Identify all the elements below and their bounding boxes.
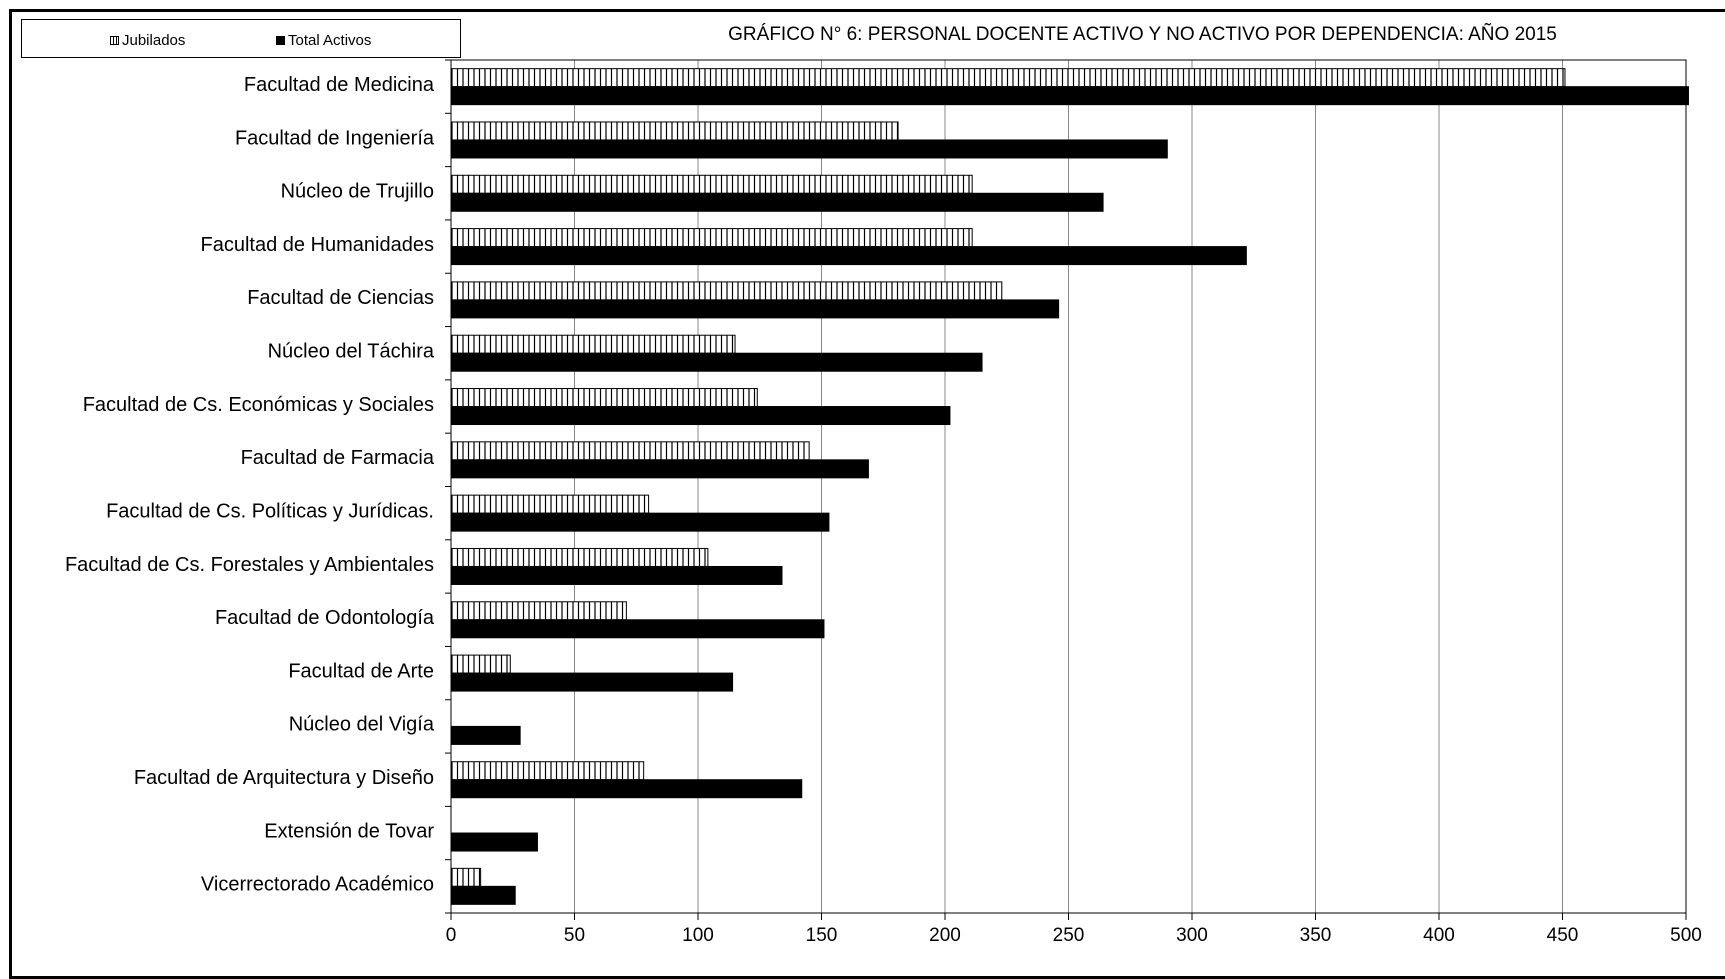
x-tick-label: 200 <box>929 925 961 946</box>
category-label: Facultad de Cs. Económicas y Sociales <box>83 394 434 416</box>
x-tick-label: 250 <box>1053 925 1085 946</box>
bar-jubilados <box>450 388 758 408</box>
x-tick-label: 0 <box>446 925 457 946</box>
category-label: Extensión de Tovar <box>264 820 434 842</box>
category-label: Facultad de Arquitectura y Diseño <box>134 767 434 789</box>
category-label: Vicerrectorado Académico <box>201 874 434 896</box>
bar-jubilados <box>450 761 645 781</box>
bar-total-activos <box>450 192 1104 212</box>
bar-jubilados <box>450 174 973 194</box>
category-label: Facultad de Arte <box>288 660 434 682</box>
category-label: Núcleo del Vigía <box>289 714 435 736</box>
legend-label-jubilados: Jubilados <box>122 32 186 49</box>
bar-total-activos <box>450 619 825 639</box>
bar-total-activos <box>450 672 734 692</box>
bar-total-activos <box>450 779 803 799</box>
category-label: Facultad de Ciencias <box>247 287 434 309</box>
legend-item-jubilados: Jubilados <box>110 32 185 49</box>
bar-total-activos <box>450 885 516 905</box>
legend: Jubilados Total Activos <box>21 19 461 58</box>
bar-total-activos <box>450 725 521 745</box>
bar-jubilados <box>450 441 810 461</box>
bar-jubilados <box>450 228 973 248</box>
chart-title: GRÁFICO N° 6: PERSONAL DOCENTE ACTIVO Y … <box>728 24 1557 45</box>
x-tick-label: 400 <box>1423 925 1455 946</box>
legend-swatch-jubilados <box>110 36 119 45</box>
x-tick-label: 100 <box>682 925 714 946</box>
x-tick-label: 300 <box>1176 925 1208 946</box>
category-label: Facultad de Odontología <box>215 607 435 629</box>
bar-jubilados <box>450 654 511 674</box>
category-label: Núcleo del Táchira <box>268 341 435 363</box>
category-label: Facultad de Cs. Forestales y Ambientales <box>65 554 434 576</box>
bar-jubilados <box>450 281 1003 301</box>
bar-jubilados <box>450 547 709 567</box>
x-tick-label: 450 <box>1547 925 1579 946</box>
x-tick-label: 50 <box>564 925 585 946</box>
bar-jubilados <box>450 494 650 514</box>
legend-swatch-total-activos <box>276 36 285 45</box>
category-label: Facultad de Cs. Políticas y Jurídicas. <box>106 500 434 522</box>
x-tick-label: 500 <box>1670 925 1702 946</box>
x-tick-label: 350 <box>1300 925 1332 946</box>
bar-total-activos <box>450 406 951 426</box>
x-tick-label: 150 <box>806 925 838 946</box>
bar-jubilados <box>450 867 482 887</box>
category-label: Facultad de Humanidades <box>201 234 434 256</box>
bar-total-activos <box>450 86 1689 106</box>
bar-total-activos <box>450 246 1247 266</box>
bar-total-activos <box>450 352 983 372</box>
bar-jubilados <box>450 601 627 621</box>
bar-jubilados <box>450 68 1566 88</box>
legend-label-total-activos: Total Activos <box>288 32 372 49</box>
bar-total-activos <box>450 512 830 532</box>
bar-jubilados <box>450 334 736 354</box>
bar-total-activos <box>450 459 869 479</box>
category-label: Facultad de Medicina <box>244 74 435 96</box>
category-label: Facultad de Farmacia <box>241 447 435 469</box>
bar-total-activos <box>450 832 538 852</box>
category-label: Núcleo de Trujillo <box>281 181 434 203</box>
legend-item-total-activos: Total Activos <box>276 32 371 49</box>
bar-jubilados <box>450 121 899 141</box>
bar-total-activos <box>450 299 1060 319</box>
bar-total-activos <box>450 565 783 585</box>
category-label: Facultad de Ingeniería <box>235 127 435 149</box>
bar-total-activos <box>450 139 1168 159</box>
